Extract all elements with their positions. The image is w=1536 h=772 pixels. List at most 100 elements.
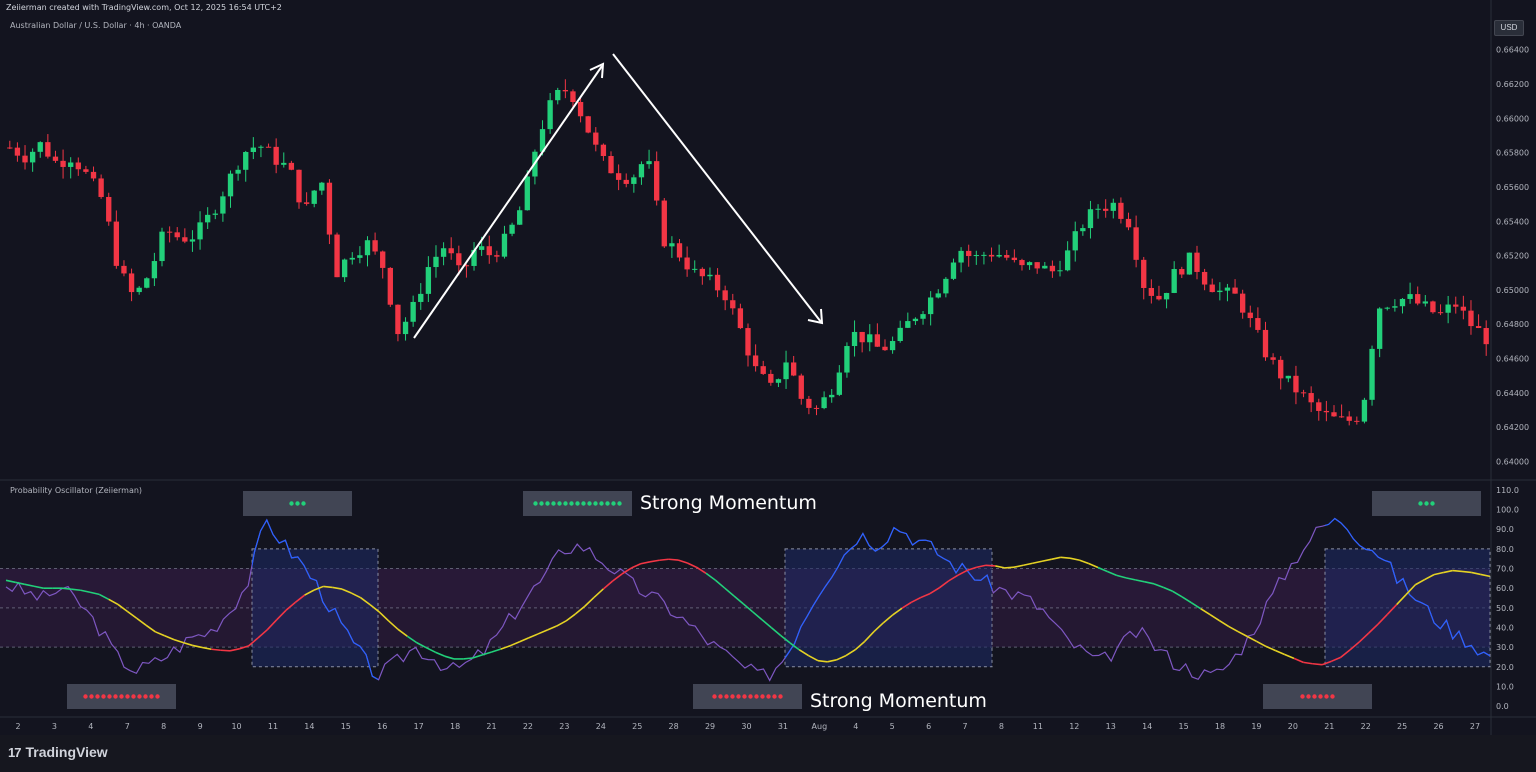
ma-line-segment	[80, 589, 91, 594]
momentum-dot	[95, 694, 100, 699]
ma-line-segment	[1424, 573, 1435, 581]
symbol-title[interactable]: Australian Dollar / U.S. Dollar · 4h · O…	[10, 21, 182, 30]
ma-line-segment	[910, 596, 922, 603]
ma-line-segment	[1265, 645, 1276, 652]
arrow-head-up-icon	[589, 62, 605, 79]
time-tick-label: 11	[268, 722, 278, 731]
ma-line-segment	[183, 641, 193, 647]
ma-line-segment	[602, 580, 614, 590]
momentum-dot	[545, 501, 550, 506]
osc-tick-label: 80.0	[1496, 545, 1514, 554]
ma-line-segment	[220, 649, 231, 652]
currency-badge[interactable]: USD	[1494, 20, 1524, 36]
oscillator-pane	[0, 517, 1491, 682]
ma-line-segment	[98, 593, 110, 601]
momentum-dot	[89, 694, 94, 699]
candle-body	[1376, 308, 1383, 349]
oscillator-title[interactable]: Probability Oscillator (Zeiierman)	[10, 486, 143, 495]
ma-line-segment	[780, 634, 791, 644]
ma-line-segment	[285, 601, 296, 611]
ma-line-segment	[5, 579, 16, 584]
candle-body	[1475, 326, 1482, 329]
ma-line-segment	[257, 629, 268, 639]
ma-line-segment	[472, 654, 483, 659]
candle-body	[1072, 231, 1078, 251]
ma-line-segment	[1218, 619, 1230, 628]
ma-line-segment	[882, 614, 894, 624]
ma-line-segment	[350, 592, 362, 599]
candle-body	[1262, 329, 1269, 358]
candle-body	[1392, 306, 1398, 308]
ma-line-segment	[789, 642, 800, 651]
momentum-dot	[569, 501, 574, 506]
ma-line-segment	[239, 645, 249, 650]
momentum-dot	[131, 694, 136, 699]
candle-body	[83, 169, 89, 172]
candle-body	[288, 162, 295, 170]
candle-body	[440, 248, 447, 257]
candle-body	[1300, 392, 1307, 394]
candle-body	[98, 178, 104, 197]
time-tick-label: 2	[15, 722, 20, 731]
ma-line-segment	[714, 579, 726, 589]
candle-body	[707, 274, 713, 277]
candle-body	[227, 173, 234, 197]
candle-body	[1019, 260, 1025, 266]
candle-body	[1483, 328, 1489, 345]
ma-line-segment	[1246, 635, 1258, 643]
candle-body	[1247, 312, 1253, 319]
candle-body	[943, 278, 949, 294]
candle-body	[783, 362, 789, 380]
osc-tick-label: 70.0	[1496, 565, 1514, 574]
time-tick-label: 15	[341, 722, 351, 731]
candle-body	[364, 240, 371, 256]
candle-body	[372, 240, 378, 252]
candle-body	[243, 152, 249, 170]
candle-body	[1217, 290, 1223, 293]
ma-line-segment	[1163, 586, 1173, 593]
candle-body	[281, 162, 287, 165]
ma-line-segment	[1032, 560, 1043, 565]
price-tick-label: 0.65000	[1496, 286, 1529, 295]
ma-line-segment	[1349, 641, 1360, 651]
candle-body	[212, 213, 218, 215]
tradingview-brand[interactable]: 17 TradingView	[8, 744, 108, 760]
candle-body	[341, 259, 348, 278]
candle-body	[265, 146, 272, 148]
momentum-dot	[143, 694, 148, 699]
candle-body	[768, 373, 774, 383]
ma-line-segment	[145, 624, 156, 633]
momentum-dot	[1306, 694, 1311, 699]
price-tick-label: 0.65800	[1496, 149, 1529, 158]
ma-line-segment	[724, 587, 735, 597]
time-tick-label: 10	[231, 722, 241, 731]
candle-body	[410, 301, 416, 322]
momentum-dot	[742, 694, 747, 699]
candle-body	[897, 327, 903, 342]
ma-line-segment	[1303, 661, 1313, 665]
ma-line-segment	[854, 640, 866, 651]
candle-body	[471, 249, 477, 266]
candle-body	[775, 379, 782, 383]
candle-body	[29, 151, 36, 163]
momentum-dot	[125, 694, 130, 699]
momentum-dot	[575, 501, 580, 506]
ma-line-segment	[164, 635, 175, 641]
ma-line-segment	[742, 603, 754, 613]
momentum-dot-box	[1263, 684, 1372, 709]
time-tick-label: 11	[1033, 722, 1043, 731]
candle-body	[981, 254, 987, 256]
ma-line-segment	[1443, 569, 1453, 574]
candle-body	[517, 210, 523, 225]
price-tick-label: 0.65400	[1496, 217, 1529, 226]
ma-line-segment	[677, 559, 688, 564]
candle-body	[220, 196, 226, 214]
momentum-dot-box	[693, 684, 802, 709]
ma-line-segment	[369, 603, 380, 613]
candle-body	[966, 250, 972, 257]
candle-body	[889, 341, 896, 351]
time-tick-label: 7	[125, 722, 130, 731]
time-tick-label: 21	[486, 722, 496, 731]
